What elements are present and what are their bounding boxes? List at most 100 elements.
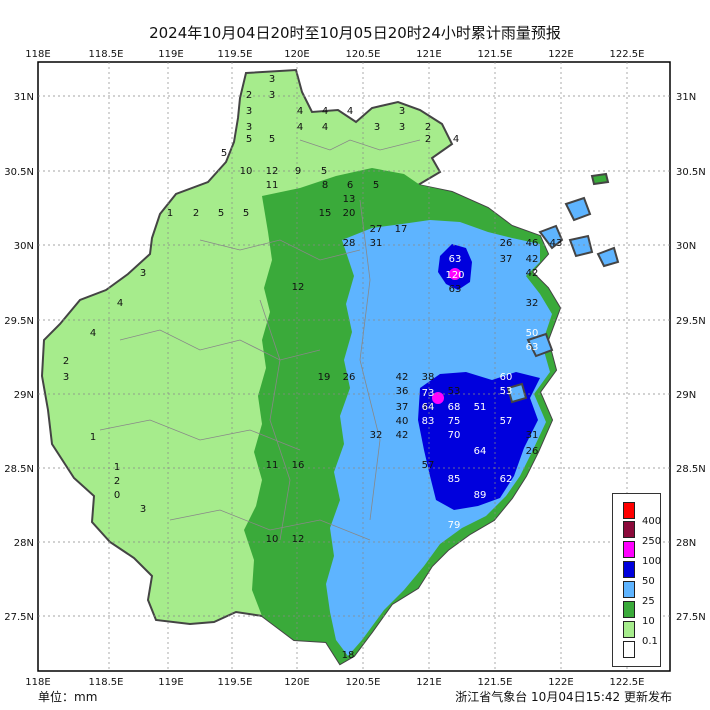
issuer-label: 浙江省气象台 10月04日15:42 更新发布 [455,690,672,704]
lat-labels-left: 31N 30.5N 30N 29.5N 29N 28.5N 28N 27.5N [4,92,34,623]
legend-swatch [623,541,635,558]
station-value: 42 [526,254,539,265]
station-value: 4 [322,106,328,117]
station-value: 2 [63,356,69,367]
legend-swatch [623,521,635,538]
station-value: 37 [500,254,513,265]
station-value: 12 [266,166,279,177]
station-value: 5 [246,134,252,145]
lon-label: 121.5E [478,677,513,688]
lat-label: 29N [676,390,696,401]
station-value: 63 [526,342,539,353]
station-value: 12 [292,534,305,545]
station-value: 2 [114,476,120,487]
station-value: 37 [396,402,409,413]
lon-label: 122.5E [610,677,645,688]
map-title: 2024年10月04日20时至10月05日20时24小时累计雨量预报 [149,24,561,42]
rain-peak-south [432,392,444,404]
station-value: 5 [269,134,275,145]
station-value: 5 [243,208,249,219]
lon-label: 122E [548,49,573,60]
lat-label: 28N [676,538,696,549]
lon-label: 120.5E [346,677,381,688]
station-value: 85 [448,474,461,485]
station-value: 120 [445,270,464,281]
station-value: 62 [500,474,513,485]
station-value: 5 [221,148,227,159]
station-values-coast: 120 63 63 26 42 50 63 60 53 57 64 62 51 … [342,238,563,661]
unit-label: 单位：mm [38,690,98,704]
station-value: 3 [140,268,146,279]
station-value: 36 [396,386,409,397]
station-value: 3 [246,106,252,117]
station-value: 3 [140,504,146,515]
station-value: 70 [448,430,461,441]
lon-label: 120E [284,677,309,688]
station-value: 42 [396,372,409,383]
lon-label: 118E [25,677,50,688]
station-value: 4 [90,328,96,339]
legend-swatch [623,581,635,598]
station-value: 89 [474,490,487,501]
station-value: 12 [292,282,305,293]
station-value: 2 [425,122,431,133]
county-boundaries [99,139,421,541]
station-value: 3 [399,106,405,117]
station-value: 63 [449,284,462,295]
station-value: 0 [114,490,120,501]
lon-label: 118E [25,49,50,60]
station-value: 3 [63,372,69,383]
lat-labels-right: 31N 30.5N 30N 29.5N 29N 28.5N 28N 27.5N [676,92,706,623]
station-value: 32 [370,430,383,441]
station-value: 38 [422,372,435,383]
station-value: 31 [526,430,539,441]
station-value: 18 [342,650,355,661]
lon-label: 119.5E [218,49,253,60]
station-values-north: 3 2 3 3 4 3 4 4 5 4 5 4 5 3 3 3 2 2 4 [221,74,459,159]
station-value: 26 [526,446,539,457]
station-values-central: 10 11 8 12 9 5 6 5 13 15 20 17 12 19 26 … [240,166,408,545]
lat-label: 30N [676,241,696,252]
station-value: 16 [292,460,305,471]
station-value: 17 [395,224,408,235]
legend-label: 100 [642,556,662,567]
lon-label: 120.5E [346,49,381,60]
station-value: 4 [297,122,303,133]
lon-label: 121.5E [478,49,513,60]
lat-label: 27.5N [4,612,34,623]
station-values-east: 27 28 31 38 42 44 37 32 36 40 42 53 57 6… [343,224,487,531]
legend-swatch [623,601,635,618]
legend-label: 0.1 [642,636,658,647]
station-value: 2 [246,90,252,101]
station-value: 2 [425,134,431,145]
station-value: 46 [526,238,539,249]
station-value: 15 [319,208,332,219]
station-value: 6 [347,180,353,191]
station-value: 42 [526,268,539,279]
lon-label: 119E [158,677,183,688]
station-value: 19 [318,372,331,383]
legend-swatch [623,561,635,578]
lat-label: 30.5N [676,167,706,178]
lat-label: 27.5N [676,612,706,623]
lon-labels-top: 118E 118.5E 119E 119.5E 120E 120.5E 121E… [25,49,644,60]
lon-label: 122E [548,677,573,688]
lat-label: 29N [14,390,34,401]
station-value: 11 [266,460,279,471]
station-value: 3 [399,122,405,133]
station-value: 28 [343,238,356,249]
station-value: 57 [500,416,513,427]
rain-zone-50-100-south [418,372,540,510]
station-value: 4 [297,106,303,117]
islands [506,172,620,404]
lat-label: 31N [14,92,34,103]
station-value: 63 [449,254,462,265]
rain-zone-50-100-north [438,244,472,290]
station-value: 44 [422,402,435,413]
lon-labels-bottom: 118E 118.5E 119E 119.5E 120E 120.5E 121E… [25,677,644,688]
lon-label: 121E [416,49,441,60]
lat-label: 29.5N [676,316,706,327]
station-value: 10 [266,534,279,545]
legend-label: 10 [642,616,655,627]
